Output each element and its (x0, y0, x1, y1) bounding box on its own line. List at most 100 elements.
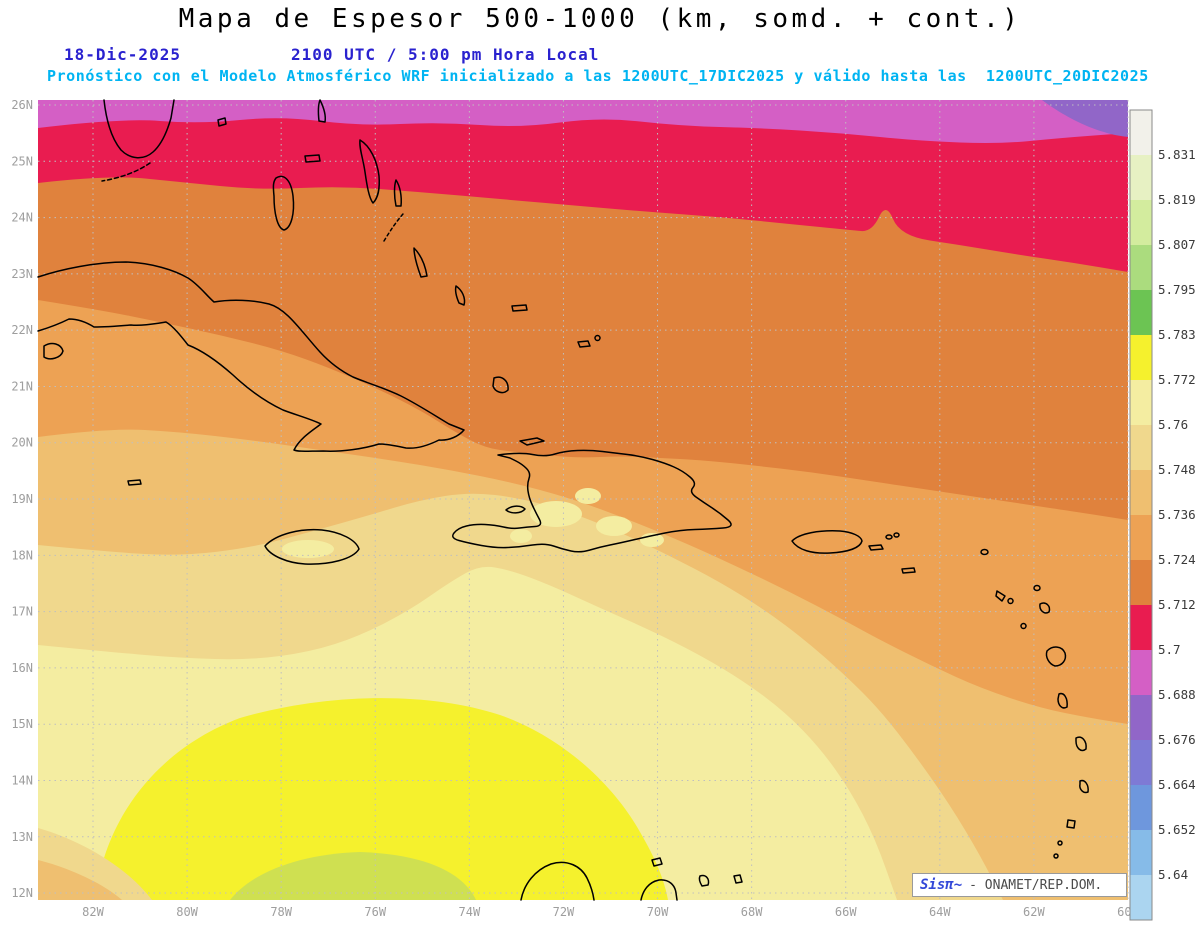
colorbar-swatch (1130, 875, 1152, 920)
colorbar-tick-label: 5.736 (1158, 507, 1196, 522)
colorbar-tick-label: 5.7 (1158, 642, 1181, 657)
coastline-turks-caicos (577, 334, 601, 348)
coastline-bahamas-mayaguana (511, 304, 528, 312)
colorbar-swatch (1130, 470, 1152, 515)
colorbar-tick-label: 5.688 (1158, 687, 1196, 702)
coastline-vieques (868, 544, 884, 551)
colorbar-tick-label: 5.664 (1158, 777, 1196, 792)
coastline-st-vincent (1066, 819, 1076, 829)
coastline-cayman (127, 479, 142, 486)
lon-label: 70W (647, 905, 669, 919)
lon-label: 82W (82, 905, 104, 919)
coastline-curacao (698, 874, 710, 887)
lat-label: 15N (11, 717, 33, 731)
coastline-st-kitts-nevis (995, 590, 1014, 605)
lon-label: 76W (364, 905, 386, 919)
thickness-bands (38, 100, 1128, 900)
coastline-bahamas-eleuthera (359, 139, 380, 204)
colorbar-swatch (1130, 830, 1152, 875)
colorbar-swatch (1130, 740, 1152, 785)
colorbar-tick-label: 5.795 (1158, 282, 1196, 297)
colorbar-swatch (1130, 335, 1152, 380)
lat-label: 13N (11, 830, 33, 844)
lat-label: 22N (11, 323, 33, 337)
colorbar-swatch (1130, 110, 1152, 155)
lat-label: 14N (11, 773, 33, 787)
lon-label: 64W (929, 905, 951, 919)
coastline-bahamas-acklins (454, 285, 466, 306)
lat-label: 23N (11, 267, 33, 281)
coastline-bahamas-andros (272, 175, 295, 231)
coastline-paraguana-peninsula (640, 879, 678, 901)
band-pale-spot (530, 501, 582, 527)
colorbar-swatch (1130, 425, 1152, 470)
colorbar-swatch (1130, 290, 1152, 335)
lon-label: 80W (176, 905, 198, 919)
coastline-st-croix (901, 567, 916, 574)
colorbar-tick-label: 5.807 (1158, 237, 1196, 252)
attribution-box: Sisπ~ - ONAMET/REP.DOM. (912, 873, 1127, 897)
band-pale-spot (575, 488, 601, 504)
band-sand-sw-corner (38, 860, 122, 900)
lat-label: 21N (11, 379, 33, 393)
lat-label: 20N (11, 436, 33, 450)
lon-label: 72W (553, 905, 575, 919)
colorbar-swatch (1130, 785, 1152, 830)
valid-time-label: 2100 UTC / 5:00 pm Hora Local (291, 45, 600, 64)
colorbar-swatch (1130, 245, 1152, 290)
coastline-florida-keys (101, 162, 151, 182)
colorbar-tick-label: 5.724 (1158, 552, 1196, 567)
forecast-description: Pronóstico con el Modelo Atmosférico WRF… (47, 67, 1149, 85)
lon-label: 68W (741, 905, 763, 919)
coastline-virgin-islands (885, 532, 900, 540)
coastline-bahamas-abaco (317, 99, 326, 123)
coastline-bahamas-inagua (492, 376, 509, 394)
colorbar-tick-label: 5.712 (1158, 597, 1196, 612)
coastline-grenadines (1053, 840, 1063, 859)
coastline-montserrat (1020, 622, 1027, 630)
grid-lines (38, 100, 1129, 900)
coastline-florida (103, 99, 175, 159)
coastline-dominica (1057, 692, 1068, 709)
band-pale-spot (596, 516, 632, 536)
colorbar-swatch (1130, 200, 1152, 245)
lat-label: 16N (11, 661, 33, 675)
coastline-puerto-rico (791, 530, 863, 554)
lat-label: 25N (11, 154, 33, 168)
lon-label: 74W (459, 905, 481, 919)
colorbar-tick-label: 5.76 (1158, 417, 1188, 432)
coastline-anguilla-st-martin (980, 548, 989, 556)
colorbar-swatch (1130, 650, 1152, 695)
coastline-bonaire (733, 874, 743, 884)
colorbar-swatch (1130, 155, 1152, 200)
colorbar-swatch (1130, 380, 1152, 425)
lon-label: 62W (1023, 905, 1045, 919)
lat-label: 12N (11, 886, 33, 900)
colorbar-tick-label: 5.783 (1158, 327, 1196, 342)
page-title: Mapa de Espesor 500-1000 (km, somd. + co… (178, 4, 1022, 34)
colorbar-swatch (1130, 515, 1152, 560)
band-pale-spot (510, 529, 532, 543)
run-date-label: 18-Dic-2025 (64, 45, 181, 64)
coastline-bahamas-bimini (217, 117, 227, 127)
colorbar: 5.831 5.819 5.807 5.795 5.783 5.772 5.76 5.748 5… (1129, 109, 1196, 921)
lat-label: 26N (11, 98, 33, 112)
axis-labels: 26N 25N 24N 23N 22N 21N 20N 19N 18N 17N 16N 15N 14N 1… (11, 98, 1139, 919)
coastline-martinique (1075, 736, 1087, 752)
coastline-antigua-barbuda (1033, 584, 1051, 614)
colorbar-swatch (1130, 560, 1152, 605)
coastlines (37, 99, 1089, 901)
band-purple-corner (1042, 100, 1128, 137)
coastline-bahamas-new-providence (304, 154, 321, 163)
lat-label: 18N (11, 548, 33, 562)
coastline-guadeloupe (1045, 646, 1067, 667)
coastline-hispaniola (452, 449, 732, 553)
colorbar-tick-label: 5.819 (1158, 192, 1196, 207)
coastline-bahamas-long-island (413, 247, 428, 278)
colorbar-tick-label: 5.772 (1158, 372, 1196, 387)
coastline-st-lucia (1079, 779, 1089, 794)
coastline-guajira-peninsula (520, 861, 595, 901)
coastline-bahamas-cat-island (393, 179, 402, 207)
lat-label: 19N (11, 492, 33, 506)
